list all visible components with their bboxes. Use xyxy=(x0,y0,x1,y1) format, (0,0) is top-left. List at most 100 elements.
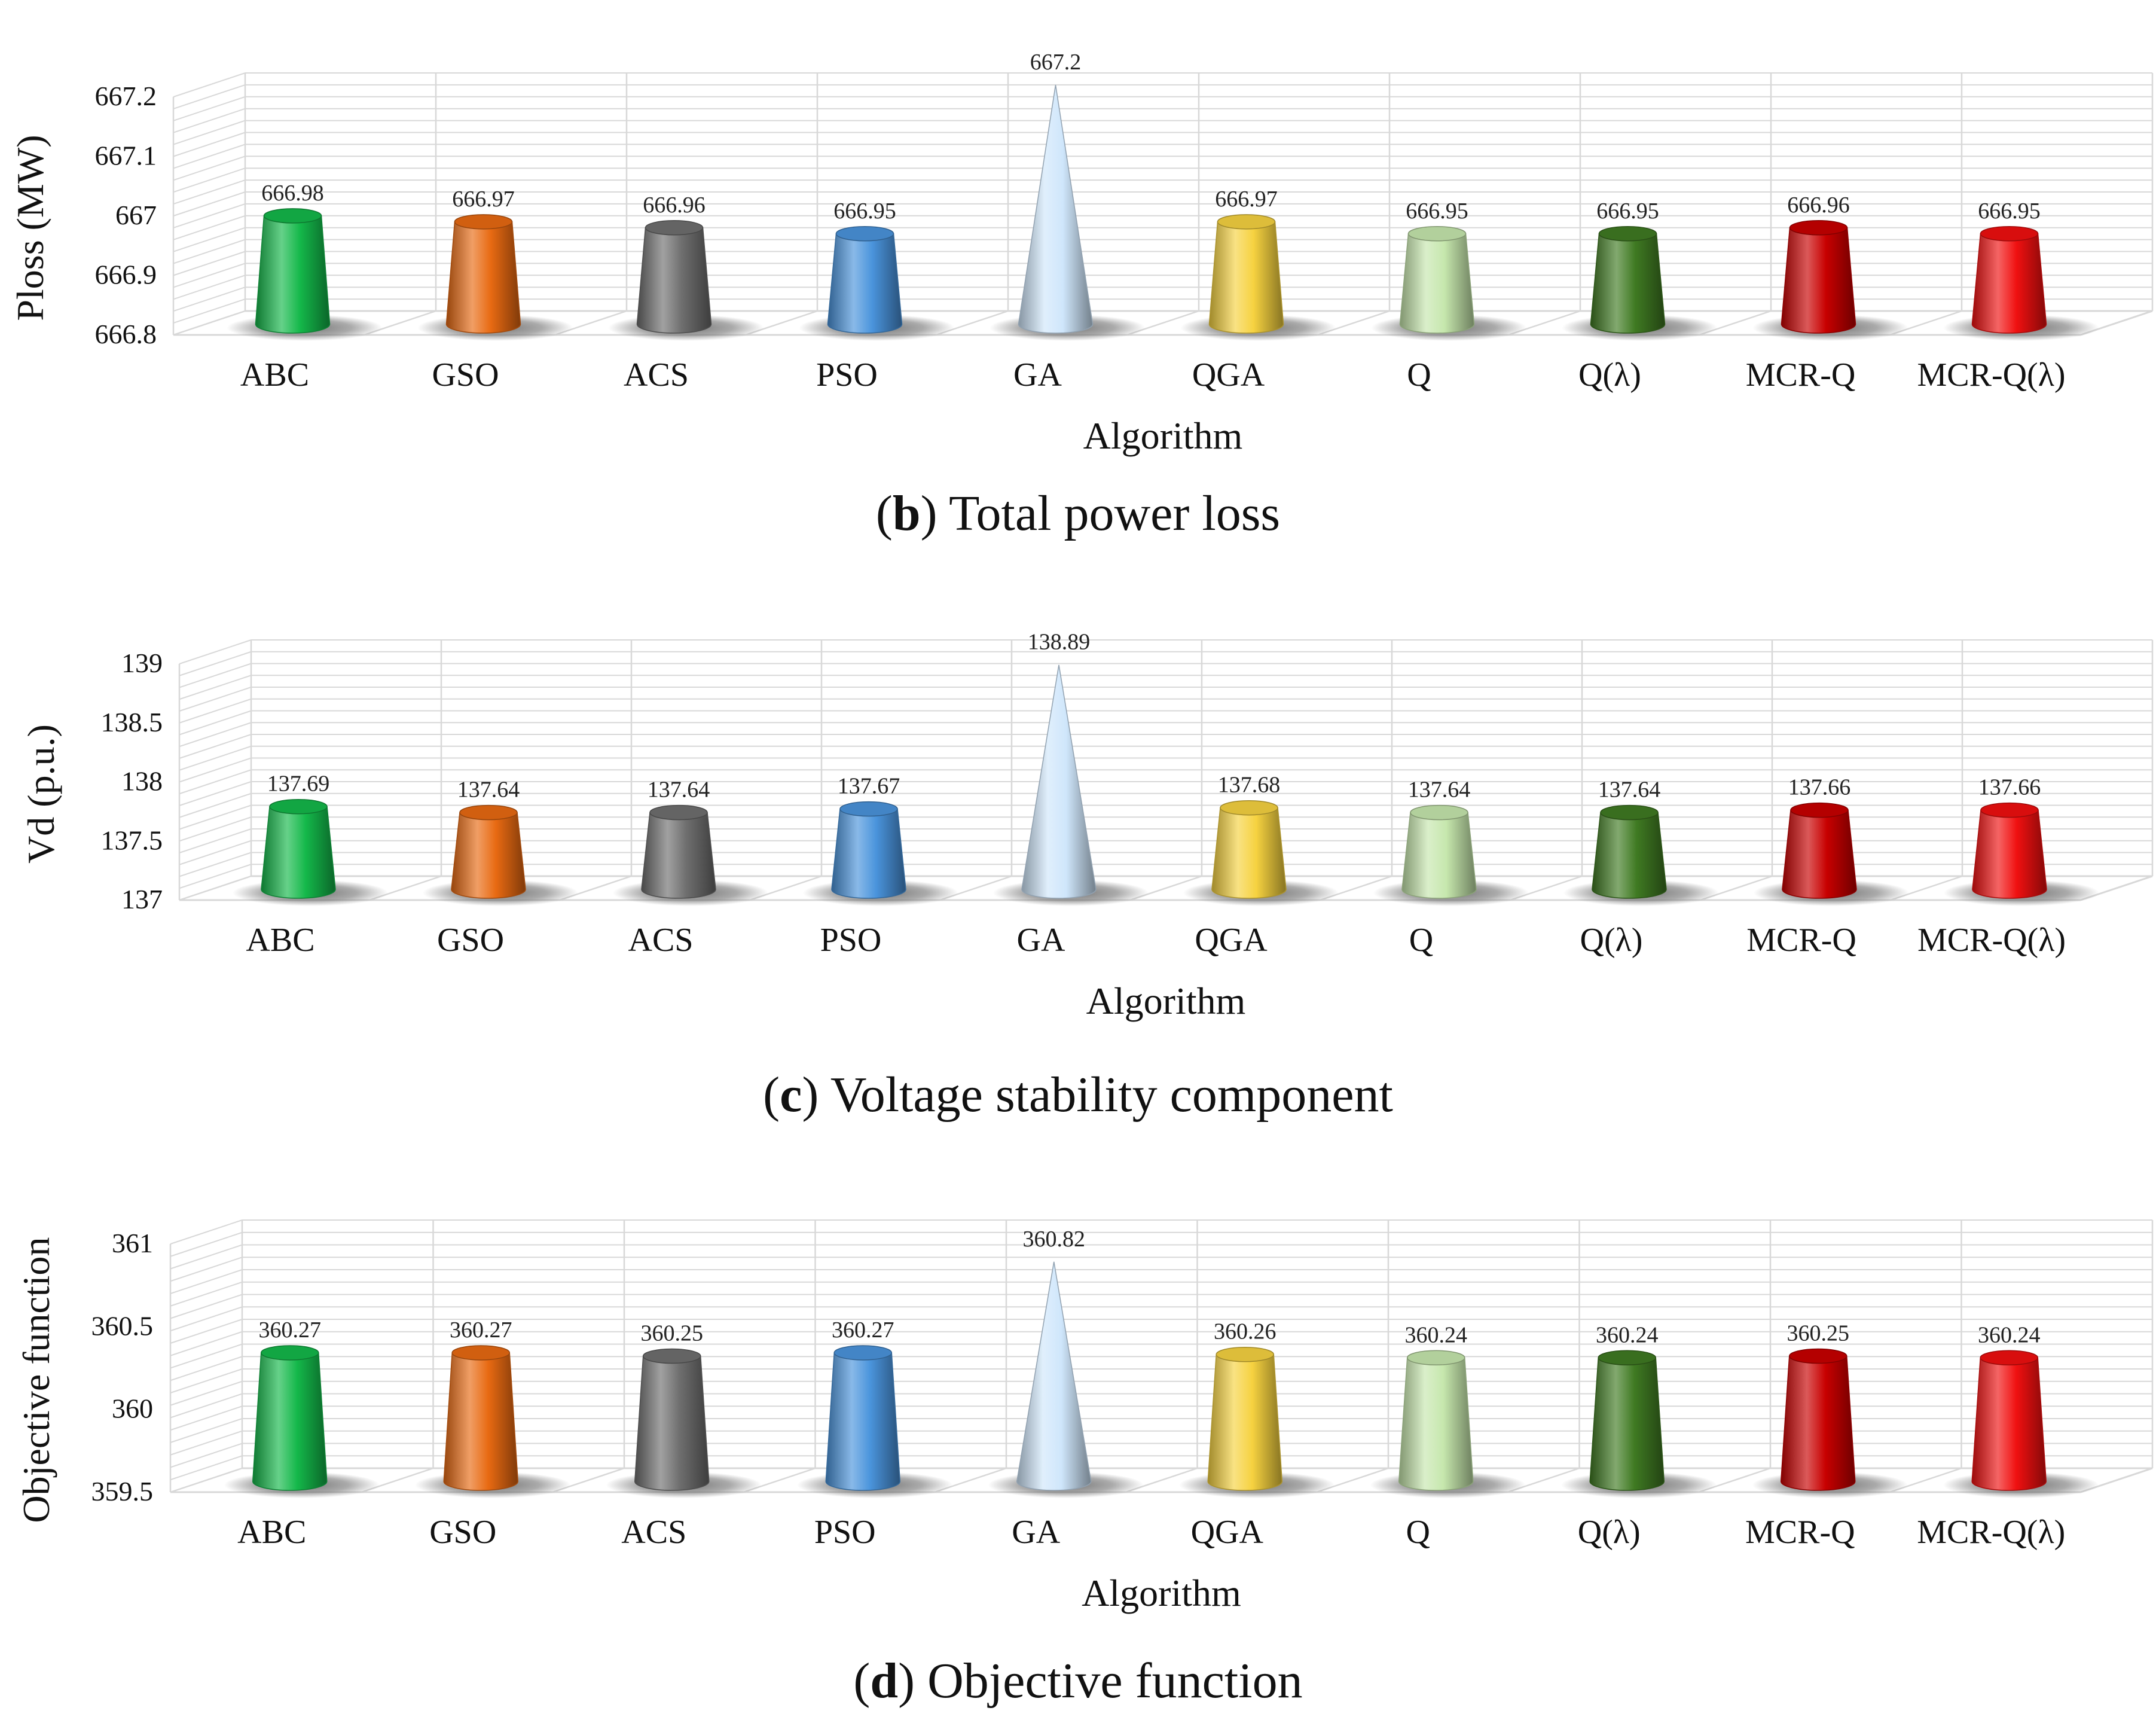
chart-panel-c: 137 137.5 138 138.5 139 Vd (p.u.) 137.69 137.64… xyxy=(0,616,2156,1142)
data-label: 667.2 xyxy=(1030,50,1082,75)
floor-divider xyxy=(170,1467,243,1493)
grid-line xyxy=(173,239,246,264)
bar-top xyxy=(1410,804,1468,821)
bar-abc xyxy=(252,1352,328,1491)
bar-qga xyxy=(1208,221,1284,334)
grid-line xyxy=(170,1356,243,1382)
y-tick-label: 138 xyxy=(121,766,163,797)
y-tick-label: 361 xyxy=(112,1228,153,1258)
chart-panel-d: 359.5 360 360.5 361 Objective function 360.27… xyxy=(0,1196,2156,1726)
grid-line xyxy=(170,1257,243,1282)
bar-qga xyxy=(1207,1353,1283,1491)
x-tick-label: ABC xyxy=(246,922,314,959)
data-label: 360.27 xyxy=(259,1318,322,1343)
data-label: 360.24 xyxy=(1978,1322,2041,1347)
y-tick-label: 667.2 xyxy=(95,81,157,111)
x-axis-title: Algorithm xyxy=(1082,1572,1241,1614)
grid-line xyxy=(170,1455,243,1481)
data-label: 137.64 xyxy=(1408,777,1471,803)
bar-ga xyxy=(1018,84,1094,334)
grid-line xyxy=(179,769,252,795)
grid-line xyxy=(173,84,246,109)
grid-line xyxy=(179,722,252,748)
bar-acs xyxy=(636,227,712,334)
x-axis-title: Algorithm xyxy=(1083,414,1243,457)
y-axis-title: Vd (p.u.) xyxy=(20,724,62,864)
x-tick-label: MCR-Q xyxy=(1745,1514,1855,1551)
bar-q xyxy=(1398,1357,1474,1491)
bar-top xyxy=(645,220,704,236)
grid-line xyxy=(179,698,252,724)
bars: 137.69 137.64 137.64 137.67 138.89 137.68 137.… xyxy=(232,630,2100,906)
bar-pso xyxy=(827,233,903,334)
grid-line xyxy=(170,1269,243,1294)
y-axis-title: Ploss (MW) xyxy=(9,135,51,321)
y-ticks: 666.8 666.9 667 667.1 667.2 xyxy=(95,81,157,349)
data-label: 137.67 xyxy=(838,774,900,799)
x-tick-label: GA xyxy=(1012,1514,1060,1551)
grid-line xyxy=(179,816,252,842)
floor-divider xyxy=(179,875,252,901)
bar-top xyxy=(1598,1350,1656,1366)
data-label: 666.95 xyxy=(1978,199,2041,224)
bar-top xyxy=(1980,1350,2038,1366)
grid-line xyxy=(173,120,246,145)
caption-d: (d) Objective function xyxy=(853,1653,1303,1709)
y-tick-label: 667.1 xyxy=(95,141,157,171)
x-tick-label: QGA xyxy=(1191,1514,1264,1551)
grid-line xyxy=(179,710,252,736)
grid-line xyxy=(173,108,246,133)
grid-line xyxy=(173,251,246,276)
bar-top xyxy=(833,1345,892,1361)
bar-mcr-q- xyxy=(1971,233,2047,334)
grid-line xyxy=(179,828,252,853)
x-tick-label: QGA xyxy=(1195,922,1268,959)
grid-line xyxy=(170,1380,243,1406)
data-label: 360.25 xyxy=(1787,1321,1850,1346)
grid-line xyxy=(170,1405,243,1431)
data-label: 360.24 xyxy=(1596,1322,1659,1347)
x-tick-label: Q(λ) xyxy=(1578,356,1641,394)
grid-line xyxy=(179,840,252,865)
x-tick-label: MCR-Q xyxy=(1746,356,1856,394)
grid-line xyxy=(170,1281,243,1307)
bar-pso xyxy=(831,808,906,899)
bar-q- xyxy=(1592,812,1667,899)
grid-line xyxy=(179,734,252,759)
data-label: 137.64 xyxy=(648,777,710,803)
chart-svg-c: 137 137.5 138 138.5 139 Vd (p.u.) 137.69 137.64… xyxy=(20,630,2154,1022)
x-tick-label: GSO xyxy=(432,356,499,394)
bar-top xyxy=(1790,802,1849,818)
bar-q xyxy=(1399,233,1475,334)
bar-abc xyxy=(261,806,336,899)
bar-gso xyxy=(443,1352,519,1491)
caption-d-label: d xyxy=(870,1653,899,1709)
bar-top xyxy=(261,1345,319,1361)
x-tick-label: PSO xyxy=(816,356,878,394)
bar-mcr-q- xyxy=(1971,1357,2047,1491)
grid-line xyxy=(173,275,246,300)
data-label: 137.68 xyxy=(1218,773,1281,798)
bar-mcr-q xyxy=(1780,1355,1856,1491)
bar-ga xyxy=(1016,1261,1092,1491)
data-label: 360.27 xyxy=(450,1318,512,1343)
grid-line xyxy=(170,1306,243,1332)
bar-mcr-q- xyxy=(1972,809,2047,899)
bar-top xyxy=(1217,214,1276,230)
x-tick-label: PSO xyxy=(820,922,882,959)
bar-top xyxy=(1980,802,2039,818)
bars: 666.98 666.97 666.96 666.95 667.2 666.97 666.9… xyxy=(227,50,2099,341)
bar-ga xyxy=(1021,664,1097,899)
grid-line xyxy=(170,1430,243,1456)
caption-c-text: Voltage stability component xyxy=(830,1067,1393,1123)
bar-top xyxy=(269,798,328,815)
y-ticks: 137 137.5 138 138.5 139 xyxy=(101,648,163,914)
grid-line xyxy=(179,804,252,830)
y-tick-label: 360 xyxy=(112,1393,153,1424)
data-label: 666.96 xyxy=(643,193,706,218)
data-label: 666.95 xyxy=(833,199,896,224)
bar-q- xyxy=(1589,1357,1665,1491)
bar-top xyxy=(643,1348,701,1364)
x-tick-label: GSO xyxy=(429,1514,496,1551)
